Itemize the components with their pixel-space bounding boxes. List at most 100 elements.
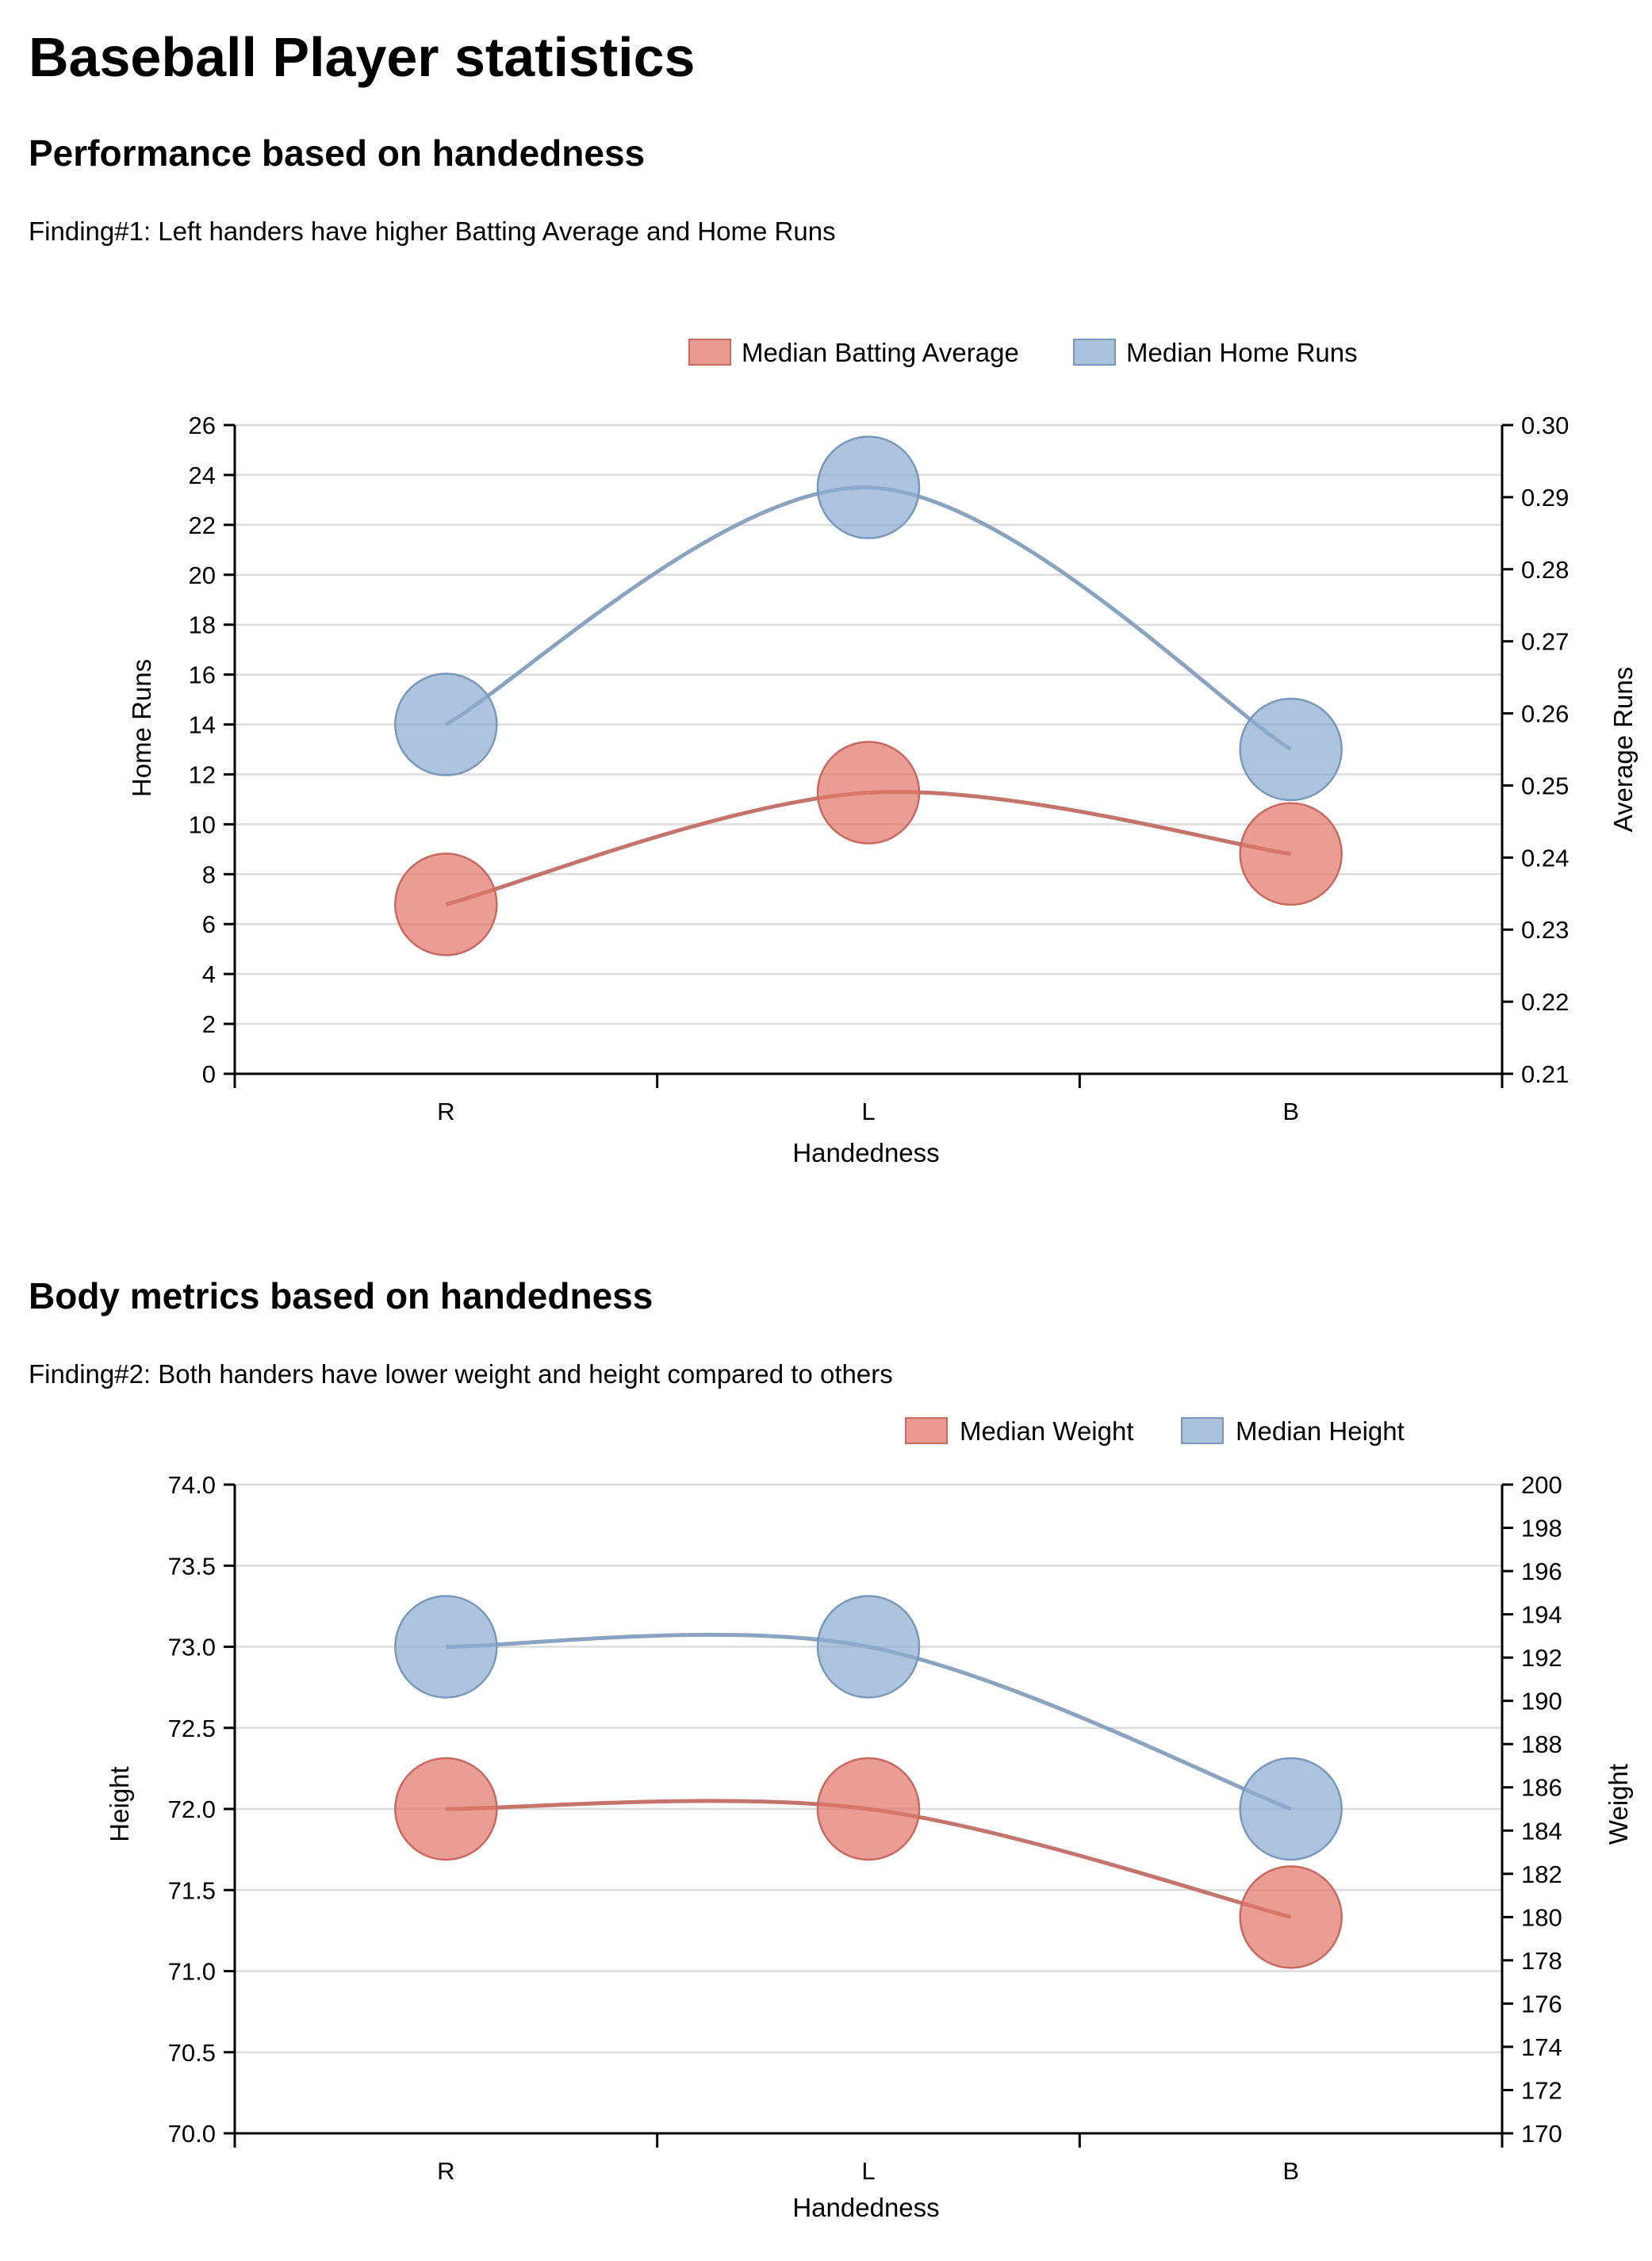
y-left-axis-label: Height — [105, 1766, 134, 1841]
x-tick-label-l: L — [861, 1098, 875, 1125]
left-tick-label: 71.5 — [168, 1876, 216, 1904]
right-tick-label: 0.28 — [1521, 556, 1569, 584]
left-tick-label: 70.5 — [168, 2039, 216, 2067]
legend-swatch-home-runs — [1073, 339, 1116, 366]
right-tick-label: 0.24 — [1521, 844, 1569, 872]
legend: Median Batting Average Median Home Runs — [688, 338, 1358, 367]
section-title-body-metrics: Body metrics based on handedness — [29, 1275, 654, 1316]
left-tick-label: 71.0 — [168, 1958, 216, 1986]
right-tick-label: 170 — [1521, 2120, 1562, 2148]
right-tick-label: 184 — [1521, 1817, 1562, 1845]
left-tick-label: 12 — [189, 761, 216, 788]
left-tick-label: 14 — [189, 711, 216, 739]
x-tick-label-l: L — [861, 2157, 875, 2185]
left-tick-label: 73.5 — [168, 1552, 216, 1580]
axes — [233, 1485, 1504, 2148]
y-right-axis-label: Weight — [1604, 1764, 1633, 1845]
legend-swatch-height — [1181, 1417, 1224, 1444]
performance-chart: Median Batting Average Median Home Runs … — [127, 338, 1638, 1167]
right-tick-label: 0.26 — [1521, 700, 1569, 728]
legend-label-height: Median Height — [1236, 1416, 1405, 1446]
finding-1: Finding#1: Left handers have higher Batt… — [29, 217, 836, 246]
left-tick-label: 70.0 — [168, 2120, 216, 2148]
right-tick-label: 200 — [1521, 1471, 1562, 1499]
point-median-height-r — [394, 1595, 498, 1699]
left-tick-label: 4 — [202, 960, 216, 988]
right-tick-label: 194 — [1521, 1601, 1562, 1629]
right-tick-label: 0.23 — [1521, 916, 1569, 944]
left-tick-label: 74.0 — [168, 1471, 216, 1499]
right-tick-label: 196 — [1521, 1558, 1562, 1585]
series-layer — [394, 435, 1343, 956]
right-tick-label: 198 — [1521, 1515, 1562, 1542]
legend-swatch-batting-average — [688, 339, 731, 366]
x-tick-label-r: R — [437, 1098, 454, 1125]
right-tick-label: 0.29 — [1521, 484, 1569, 512]
right-tick-label: 174 — [1521, 2033, 1562, 2061]
point-median-home-runs-b — [1239, 697, 1343, 802]
left-tick-label: 26 — [189, 412, 216, 439]
right-tick-label: 192 — [1521, 1644, 1562, 1672]
point-median-batting-average-r — [394, 853, 498, 956]
left-tick-label: 22 — [189, 512, 216, 539]
x-tick-label-r: R — [437, 2157, 454, 2185]
legend-label-batting-average: Median Batting Average — [742, 338, 1019, 367]
right-tick-label: 0.27 — [1521, 628, 1569, 656]
left-tick-label: 18 — [189, 611, 216, 639]
page-title: Baseball Player statistics — [29, 26, 696, 88]
right-tick-label: 182 — [1521, 1861, 1562, 1888]
series-layer — [394, 1595, 1343, 1969]
y-right-axis-label: Average Runs — [1608, 667, 1638, 833]
legend-swatch-weight — [905, 1417, 948, 1444]
point-median-weight-b — [1239, 1865, 1343, 1969]
x-axis-label: Handedness — [792, 2193, 939, 2222]
point-median-batting-average-b — [1239, 802, 1343, 906]
right-tick-label: 186 — [1521, 1774, 1562, 1802]
left-tick-label: 72.0 — [168, 1795, 216, 1823]
right-tick-label: 0.25 — [1521, 772, 1569, 799]
left-tick-label: 72.5 — [168, 1715, 216, 1742]
left-tick-label: 24 — [189, 462, 216, 489]
right-tick-label: 0.22 — [1521, 988, 1569, 1016]
right-tick-label: 178 — [1521, 1947, 1562, 1975]
legend-label-home-runs: Median Home Runs — [1126, 338, 1358, 367]
legend-label-weight: Median Weight — [960, 1416, 1134, 1446]
legend: Median Weight Median Height — [905, 1416, 1405, 1446]
left-tick-label: 73.0 — [168, 1634, 216, 1661]
section-title-performance: Performance based on handedness — [29, 132, 646, 174]
right-tick-label: 176 — [1521, 1990, 1562, 2018]
x-tick-label-b: B — [1282, 1098, 1299, 1125]
right-tick-label: 0.21 — [1521, 1060, 1569, 1088]
point-median-height-b — [1239, 1757, 1343, 1861]
left-axis-ticks: 70.0 70.5 71.0 71.5 72.0 72.5 73.0 73.5 74.0 — [168, 1471, 235, 2148]
right-tick-label: 188 — [1521, 1730, 1562, 1758]
finding-2: Finding#2: Both handers have lower weigh… — [29, 1359, 893, 1389]
left-tick-label: 8 — [202, 860, 216, 888]
right-tick-label: 0.30 — [1521, 412, 1569, 439]
x-tick-label-b: B — [1282, 2157, 1299, 2185]
point-median-home-runs-r — [394, 673, 498, 776]
left-tick-label: 10 — [189, 811, 216, 838]
right-tick-label: 180 — [1521, 1903, 1562, 1931]
left-tick-label: 16 — [189, 661, 216, 689]
x-axis-label: Handedness — [792, 1138, 939, 1167]
left-tick-label: 6 — [202, 910, 216, 938]
point-median-weight-r — [394, 1757, 498, 1861]
point-median-weight-l — [816, 1757, 921, 1861]
point-median-home-runs-l — [816, 435, 921, 539]
right-axis-ticks: 0.21 0.22 0.23 0.24 0.25 0.26 0.27 0.28 0.29 0.30 — [1502, 412, 1569, 1088]
right-axis-ticks: 170 172 174 176 178 180 182 184 186 188 190 192 194 1… — [1502, 1471, 1562, 2148]
point-median-batting-average-l — [816, 741, 921, 845]
left-tick-label: 20 — [189, 561, 216, 589]
left-tick-label: 2 — [202, 1010, 216, 1038]
body-metrics-chart: Median Weight Median Height 70.0 70.5 71.0… — [105, 1416, 1633, 2222]
right-tick-label: 172 — [1521, 2076, 1562, 2104]
point-median-height-l — [816, 1595, 921, 1699]
y-left-axis-label: Home Runs — [127, 659, 156, 797]
left-tick-label: 0 — [202, 1060, 216, 1088]
axes — [233, 425, 1504, 1088]
right-tick-label: 190 — [1521, 1688, 1562, 1715]
